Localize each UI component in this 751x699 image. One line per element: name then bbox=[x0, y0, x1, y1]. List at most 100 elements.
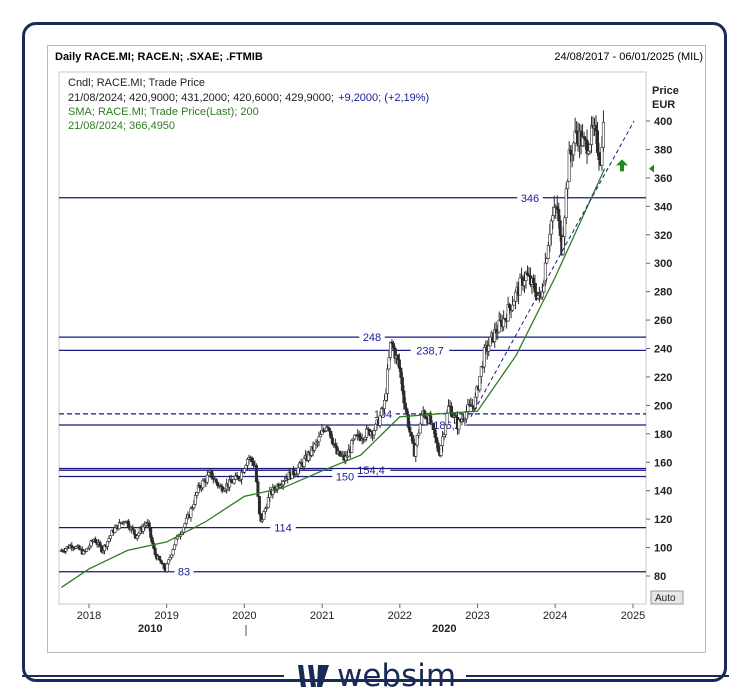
candle-body bbox=[372, 430, 376, 436]
candle-body bbox=[587, 150, 591, 155]
candle-body bbox=[594, 125, 598, 132]
candle-body bbox=[106, 541, 110, 547]
footer: websim bbox=[0, 655, 751, 699]
candle-body bbox=[281, 480, 285, 486]
candle-body bbox=[207, 472, 211, 476]
sma-last-marker bbox=[649, 164, 654, 173]
candle-body bbox=[542, 282, 546, 293]
candle-body bbox=[113, 527, 117, 533]
candle-body bbox=[374, 424, 378, 431]
candle-body bbox=[327, 427, 331, 432]
candle-body bbox=[317, 436, 321, 443]
legend-sma-value: 21/08/2024; 366,4950 bbox=[68, 120, 175, 132]
candle-body bbox=[302, 458, 306, 467]
y-tick-label: 220 bbox=[654, 372, 672, 384]
candle-body bbox=[417, 432, 421, 436]
brand-name: websim bbox=[337, 658, 457, 694]
candle-body bbox=[414, 444, 418, 457]
candle-body bbox=[397, 359, 401, 369]
candle-body bbox=[250, 457, 254, 462]
legend-candle-change: +9,2000; (+2,19%) bbox=[338, 92, 429, 104]
candle-body bbox=[189, 508, 193, 518]
candle-body bbox=[257, 496, 261, 514]
candle-body bbox=[94, 539, 98, 543]
level-label-bg bbox=[270, 520, 296, 534]
candle-body bbox=[511, 304, 515, 311]
candle-body bbox=[126, 520, 130, 528]
candle-body bbox=[254, 465, 258, 483]
candle-body bbox=[313, 443, 317, 451]
level-label-bg bbox=[351, 463, 391, 477]
candle-body bbox=[296, 467, 300, 475]
candle-body bbox=[442, 434, 446, 438]
candle-body bbox=[445, 412, 449, 426]
candle-body bbox=[396, 354, 400, 361]
candle-body bbox=[600, 147, 604, 166]
candle-body bbox=[479, 365, 483, 377]
candle-body bbox=[384, 393, 388, 401]
y-tick-label: 240 bbox=[654, 344, 672, 356]
candle-body bbox=[85, 548, 89, 552]
candle-body bbox=[195, 492, 199, 496]
price-axis-label: Price bbox=[652, 85, 679, 97]
candle-body bbox=[132, 529, 136, 535]
price-chart[interactable]: 80 100 120 140 160 180 200 220 240 260 280 300 320 34… bbox=[0, 0, 751, 655]
candle-body bbox=[436, 442, 440, 452]
x-tick-label: 2019 bbox=[154, 610, 178, 622]
candle-body bbox=[159, 559, 163, 564]
legend-candle-values: 21/08/2024; 420,9000; 431,2000; 420,6000… bbox=[68, 92, 429, 104]
y-tick-label: 360 bbox=[654, 173, 672, 185]
candle-body bbox=[531, 278, 535, 284]
y-tick-label: 120 bbox=[654, 514, 672, 526]
x-tick-label: 2021 bbox=[310, 610, 334, 622]
candle-body bbox=[181, 526, 185, 533]
candle-body bbox=[174, 538, 178, 546]
candle-body bbox=[216, 482, 220, 487]
candle-body bbox=[383, 399, 387, 409]
candle-body bbox=[567, 149, 571, 182]
y-tick-label: 160 bbox=[654, 457, 672, 469]
candle-body bbox=[487, 345, 491, 352]
candle-body bbox=[192, 504, 196, 508]
candle-body bbox=[435, 437, 439, 444]
candle-body bbox=[266, 497, 270, 508]
candle-body bbox=[135, 535, 139, 539]
level-label: 154,4 bbox=[357, 465, 385, 477]
candle-body bbox=[391, 343, 395, 349]
candle-body bbox=[482, 347, 486, 368]
candle-body bbox=[171, 549, 175, 556]
candle-body bbox=[149, 527, 153, 538]
candle-body bbox=[162, 563, 166, 569]
candle-body bbox=[601, 122, 605, 148]
y-tick-label: 260 bbox=[654, 315, 672, 327]
candle-body bbox=[210, 469, 214, 479]
footer-rule-left bbox=[22, 675, 284, 677]
candle-body bbox=[411, 435, 415, 444]
candle-body bbox=[131, 526, 135, 531]
candle-body bbox=[432, 423, 436, 430]
y-tick-label: 300 bbox=[654, 258, 672, 270]
level-label-bg bbox=[517, 190, 543, 204]
candle-body bbox=[557, 208, 561, 222]
candle-body bbox=[418, 423, 422, 434]
candle-body bbox=[232, 479, 236, 484]
candle-body bbox=[540, 291, 544, 298]
candle-body bbox=[330, 437, 334, 444]
level-label: 248 bbox=[363, 332, 381, 344]
sma-200-line bbox=[60, 168, 606, 588]
auto-scale-label: Auto bbox=[655, 593, 676, 604]
candle-body bbox=[251, 461, 255, 466]
candle-body bbox=[318, 434, 322, 438]
auto-scale-button[interactable] bbox=[650, 590, 684, 605]
y-tick-label: 100 bbox=[654, 543, 672, 555]
candle-body bbox=[378, 415, 382, 426]
brand-logo[interactable]: websim bbox=[295, 658, 456, 694]
websim-logo-icon bbox=[298, 665, 329, 687]
candle-series bbox=[59, 110, 605, 573]
candle-body bbox=[564, 188, 568, 219]
candle-body bbox=[147, 522, 151, 529]
candle-body bbox=[595, 130, 599, 153]
candle-body bbox=[551, 215, 555, 222]
candle-body bbox=[508, 304, 512, 309]
level-label-bg bbox=[174, 564, 194, 578]
